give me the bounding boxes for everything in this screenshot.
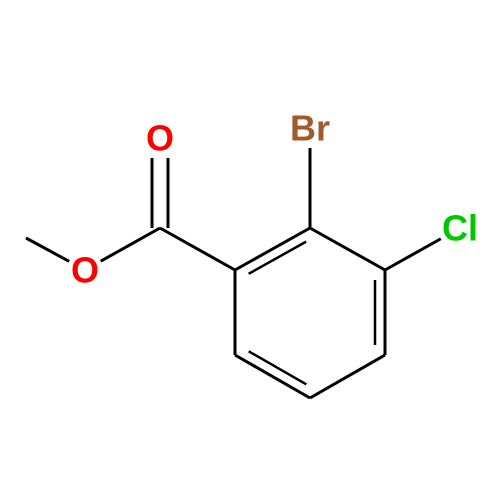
atom-label-cl: Cl [442, 208, 478, 249]
bond-line [310, 228, 385, 270]
bond-line [310, 355, 385, 398]
atom-label-o: O [146, 118, 174, 159]
bond-line [235, 228, 310, 270]
molecule-diagram: O O Br Cl [0, 0, 500, 500]
bond-line [385, 239, 441, 270]
bond-line [160, 228, 235, 270]
bond-line [101, 228, 160, 261]
atom-label-br: Br [290, 108, 330, 149]
atom-label-o: O [71, 250, 99, 291]
bond-line [26, 238, 69, 261]
bond-line [235, 355, 310, 398]
